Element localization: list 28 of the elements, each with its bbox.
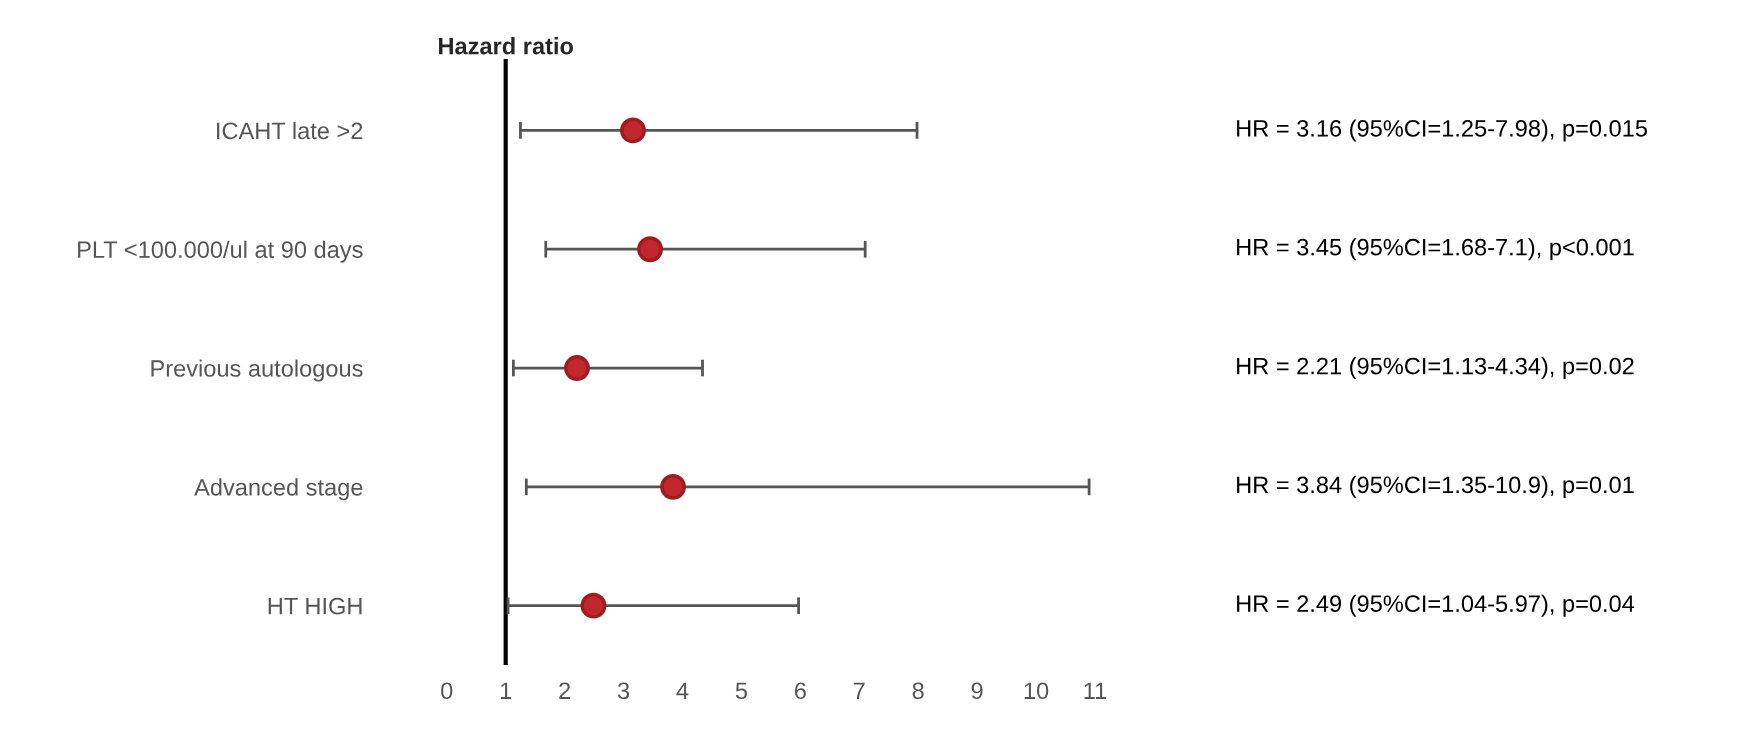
text: HR = 3.84 (95%CI=1.35-10.9), p=0.01 bbox=[1237, 475, 1634, 498]
x-tick-label: 11 bbox=[1084, 682, 1107, 699]
text: HR = 3.16 (95%CI=1.25-7.98), p=0.015 bbox=[1237, 119, 1647, 142]
x-tick-label: 5 bbox=[735, 682, 747, 700]
y-tick-label: PLT <100.000/ul at 90 days bbox=[78, 240, 363, 263]
x-tick-label: 6 bbox=[794, 682, 806, 700]
point bbox=[660, 473, 686, 500]
text: HR = 3.45 (95%CI=1.68-7.1), p<0.001 bbox=[1237, 238, 1634, 261]
point bbox=[564, 355, 590, 381]
text: HR = 2.49 (95%CI=1.04-5.97), p=0.04 bbox=[1237, 594, 1635, 617]
y-tick-label: ICAHT late >2 bbox=[217, 121, 363, 140]
chart-title: Hazard ratio bbox=[439, 37, 573, 55]
x-tick-label: 3 bbox=[617, 682, 630, 700]
text: HR = 2.21 (95%CI=1.13-4.34), p=0.02 bbox=[1237, 357, 1634, 380]
point bbox=[620, 117, 646, 144]
y-tick-label: HT HIGH bbox=[268, 597, 362, 615]
y-tick-label: Advanced stage bbox=[194, 478, 363, 501]
point bbox=[637, 236, 664, 263]
x-tick-label: 4 bbox=[676, 682, 689, 699]
x-tick-label: 7 bbox=[853, 682, 865, 699]
x-tick-label: 9 bbox=[971, 682, 983, 700]
point bbox=[580, 592, 607, 619]
x-tick-label: 10 bbox=[1024, 682, 1049, 700]
x-tick-label: 0 bbox=[441, 682, 453, 700]
x-tick-label: 2 bbox=[559, 682, 570, 699]
x-tick-label: 8 bbox=[912, 682, 924, 700]
x-tick-label: 1 bbox=[500, 682, 512, 699]
y-tick-label: Previous autologous bbox=[151, 359, 363, 382]
